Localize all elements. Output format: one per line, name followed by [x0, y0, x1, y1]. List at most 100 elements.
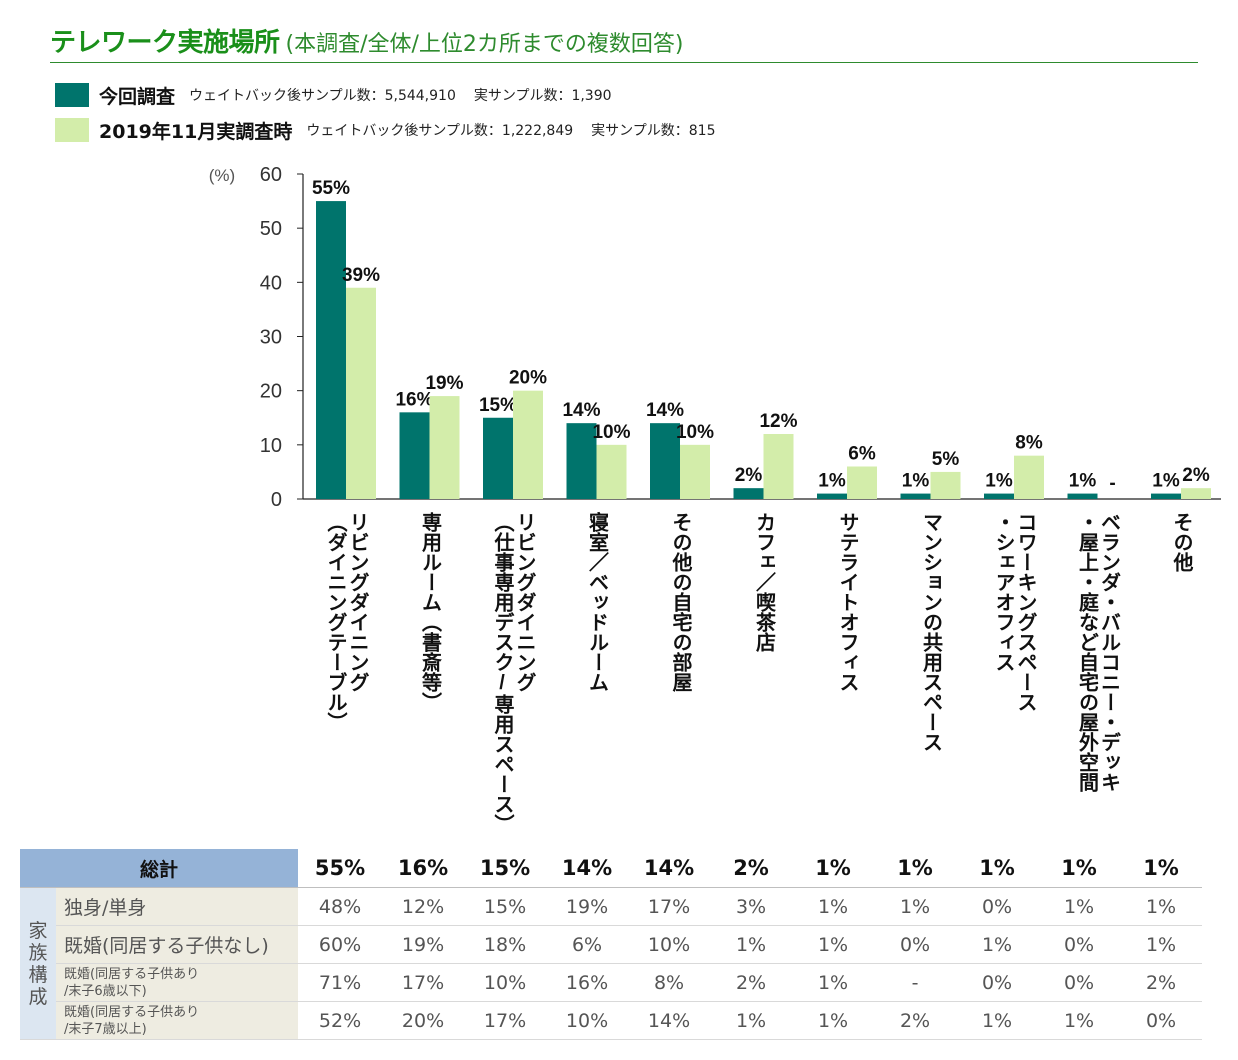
bar-previous [930, 471, 961, 499]
legend-current: 今回調査 ウェイトバック後サンプル数：5,544,910 実サンプル数：1,39… [55, 82, 612, 108]
legend-actual-sample-previous: 実サンプル数：815 [591, 123, 716, 139]
bar-current [900, 493, 931, 499]
data-label-current: 16% [395, 389, 433, 410]
category-label: リビングダイニング [513, 512, 536, 692]
table-cell: 19% [382, 925, 465, 964]
table-total-header: 総計 [20, 849, 299, 888]
data-label-previous: 10% [676, 422, 714, 443]
table-row-label: 既婚(同居する子供あり/末子7歳以上) [56, 1001, 299, 1040]
table-cell: 10% [464, 963, 547, 1002]
table-group-label: 家族構成 [20, 887, 56, 1040]
table-cell: - [874, 963, 957, 1002]
bar-previous [763, 434, 794, 499]
category-label: リビングダイニング [346, 512, 369, 692]
category-label: 寝室／ベッドルーム [586, 511, 609, 692]
table-cell: 1% [710, 1001, 793, 1040]
data-label-previous: 12% [759, 411, 797, 432]
table-cell: 16% [546, 963, 629, 1002]
bar-previous [847, 466, 877, 499]
legend-weighted-sample-previous: ウェイトバック後サンプル数：1,222,849 [306, 123, 574, 139]
data-label-current: 1% [985, 471, 1013, 492]
data-label-previous: 39% [342, 265, 380, 286]
bar-current [399, 412, 430, 499]
bar-current [483, 417, 513, 499]
y-tick-label: 0 [271, 489, 282, 511]
bar-current [650, 423, 680, 499]
table-cell: 14% [628, 1001, 711, 1040]
y-tick-label: 10 [260, 435, 282, 457]
bar-previous [1181, 488, 1211, 499]
bar-previous [596, 444, 627, 499]
bar-chart: 0102030405060(%)55%39%リビングダイニング（ダイニングテーブ… [209, 164, 1221, 834]
table-row: 家族構成独身/単身 48% 12% 15% 19% 17% 3% 1% 1% 0% 1% 1% [20, 887, 1203, 1040]
category-label: カフェ／喫茶店 [753, 512, 776, 653]
data-label-current: 1% [902, 471, 930, 492]
table-cell: 20% [382, 1001, 465, 1040]
data-label-previous: - [1109, 473, 1115, 494]
data-label-current: 2% [735, 465, 763, 486]
data-label-previous: 5% [932, 449, 960, 470]
bar-previous [680, 444, 710, 499]
table-cell: 0% [1120, 1001, 1203, 1040]
bar-current [1067, 493, 1098, 499]
table-cell: 1% [710, 925, 793, 964]
table-cell: 0% [956, 963, 1039, 1002]
table-cell: 19% [546, 887, 629, 926]
table-cell: 0% [874, 925, 957, 964]
table-cell: 2% [874, 1001, 957, 1040]
data-label-current: 1% [1152, 471, 1180, 492]
table-cell: 10% [628, 925, 711, 964]
table-cell: 1% [792, 925, 875, 964]
y-tick-label: 60 [260, 164, 282, 186]
table-cell: 1% [956, 925, 1039, 964]
y-tick-label: 30 [260, 327, 282, 349]
breakdown-table: 総計 55% 16% 15% 14% 14% 2% 1% 1% 1% 1% 1% 家族構成独身/単身 48… [20, 849, 1203, 1040]
data-label-current: 14% [646, 400, 684, 421]
data-label-previous: 6% [848, 444, 876, 465]
table-cell: 8% [628, 963, 711, 1002]
title-bar: テレワーク実施場所 (本調査/全体/上位2カ所までの複数回答) [50, 22, 1198, 63]
bar-previous [513, 390, 543, 499]
table-row: 既婚(同居する子供なし) 60% 19% 18% 6% 10% 1% 1% 0% 1% 0% 1% [20, 925, 1203, 964]
table-cell: 1% [1038, 1001, 1121, 1040]
category-label: 専用ルーム（書斎等） [419, 511, 442, 712]
table-total-cell: 15% [464, 849, 547, 888]
table-row-label: 既婚(同居する子供なし) [56, 925, 299, 964]
data-label-previous: 8% [1015, 433, 1043, 454]
legend-actual-sample-current: 実サンプル数：1,390 [473, 88, 612, 104]
category-label: マンションの共用スペース [920, 512, 943, 752]
bar-current [984, 493, 1014, 499]
category-label: ベランダ・バルコニー・デッキ [1098, 512, 1121, 792]
table-cell: 12% [382, 887, 465, 926]
table-cell: 1% [1120, 925, 1203, 964]
table-cell: 1% [874, 887, 957, 926]
table-cell: 1% [792, 1001, 875, 1040]
bar-current [316, 201, 346, 500]
table-row: 既婚(同居する子供あり/末子7歳以上) 52% 20% 17% 10% 14% 1% 1% 2%… [20, 1001, 1203, 1040]
table-cell: 17% [382, 963, 465, 1002]
data-label-current: 1% [818, 471, 846, 492]
table-cell: 17% [628, 887, 711, 926]
data-label-previous: 10% [592, 422, 630, 443]
category-label: ・屋上・庭など自宅の屋外空間 [1076, 512, 1099, 792]
legend-name-current: 今回調査 [99, 85, 176, 108]
data-label-previous: 19% [425, 373, 463, 394]
y-tick-label: 40 [260, 272, 282, 294]
table-cell: 2% [1120, 963, 1203, 1002]
table-total-cell: 14% [628, 849, 711, 888]
y-axis-label: (%) [209, 166, 235, 185]
legend-swatch-previous [55, 118, 89, 142]
table-total-row: 総計 55% 16% 15% 14% 14% 2% 1% 1% 1% 1% 1% [20, 849, 1203, 888]
table-cell: 52% [298, 1001, 383, 1040]
table-cell: 18% [464, 925, 547, 964]
category-label: （仕事専用デスク/専用スペース） [491, 512, 515, 834]
table-cell: 1% [1120, 887, 1203, 926]
table-cell: 10% [546, 1001, 629, 1040]
table-cell: 2% [710, 963, 793, 1002]
table-cell: 3% [710, 887, 793, 926]
y-tick-label: 20 [260, 381, 282, 403]
page-subtitle: (本調査/全体/上位2カ所までの複数回答) [285, 32, 684, 57]
table-cell: 1% [792, 963, 875, 1002]
table-total-cell: 1% [1120, 849, 1203, 888]
table-cell: 6% [546, 925, 629, 964]
